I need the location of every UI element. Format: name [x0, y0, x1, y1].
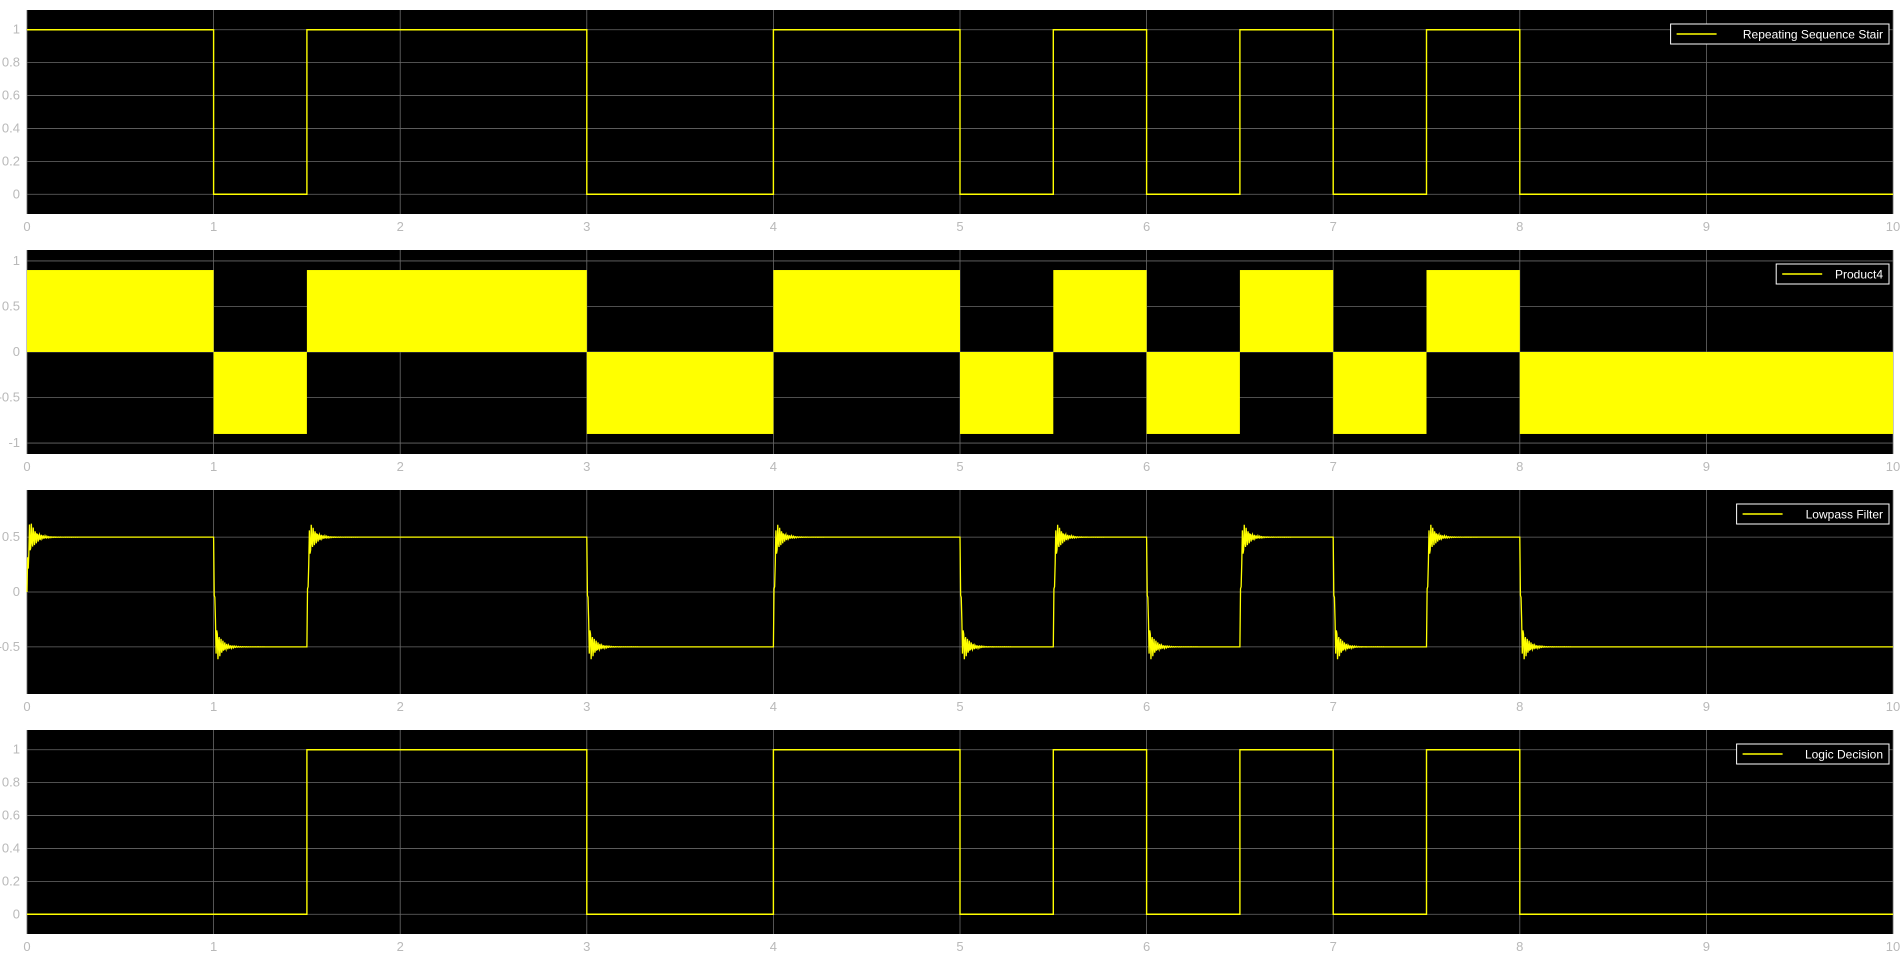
- series-band: [1333, 352, 1427, 434]
- y-tick-label: 0.4: [2, 120, 20, 135]
- series-band: [1146, 352, 1240, 434]
- series-band: [306, 270, 587, 352]
- legend-label: Logic Decision: [1805, 748, 1883, 762]
- y-tick-label: 0: [13, 906, 20, 921]
- y-tick-label: 0.8: [2, 775, 20, 790]
- x-tick-label: 8: [1516, 459, 1523, 474]
- x-tick-label: 2: [397, 459, 404, 474]
- x-tick-label: 8: [1516, 219, 1523, 234]
- x-tick-label: 7: [1330, 459, 1337, 474]
- subplot-1: 0 1 2 3 4 5 6 7 8 9 10 0 0.2 0.4 0.6 0.8 1 Repeating Sequ…: [2, 10, 1900, 234]
- series-line: [27, 29, 1893, 195]
- series-band: [213, 352, 307, 434]
- y-tick-label: 0.4: [2, 840, 20, 855]
- x-tick-label: 0: [23, 699, 30, 714]
- subplot-2: 0 1 2 3 4 5 6 7 8 9 10 -1 -0.5 0 0.5 1 Product4: [0, 250, 1900, 474]
- x-tick-label: 10: [1886, 459, 1900, 474]
- x-tick-label: 1: [210, 219, 217, 234]
- y-tick-label: 0: [13, 186, 20, 201]
- x-tick-label: 2: [397, 219, 404, 234]
- y-tick-label: 0: [13, 344, 20, 359]
- x-tick-label: 10: [1886, 699, 1900, 714]
- legend: Lowpass Filter: [1736, 503, 1890, 525]
- x-tick-label: 5: [956, 219, 963, 234]
- y-tick-label: 0.6: [2, 88, 20, 103]
- legend: Repeating Sequence Stair: [1670, 23, 1890, 45]
- x-tick-label: 0: [23, 219, 30, 234]
- y-tick-label: -1: [8, 435, 20, 450]
- y-tick-label: 1: [13, 253, 20, 268]
- x-tick-label: 5: [956, 939, 963, 954]
- x-tick-label: 9: [1703, 939, 1710, 954]
- legend-label: Product4: [1835, 268, 1883, 282]
- y-tick-label: 0.6: [2, 808, 20, 823]
- x-tick-label: 8: [1516, 699, 1523, 714]
- series-band: [960, 352, 1054, 434]
- x-tick-label: 4: [770, 939, 777, 954]
- y-tick-label: 0.5: [2, 298, 20, 313]
- y-tick-label: 0.8: [2, 55, 20, 70]
- x-tick-label: 1: [210, 939, 217, 954]
- series-band: [1239, 270, 1334, 352]
- x-tick-label: 7: [1330, 939, 1337, 954]
- x-tick-label: 9: [1703, 699, 1710, 714]
- legend: Logic Decision: [1736, 743, 1890, 765]
- x-tick-label: 3: [583, 939, 590, 954]
- x-tick-label: 6: [1143, 459, 1150, 474]
- x-tick-label: 4: [770, 219, 777, 234]
- x-tick-label: 1: [210, 699, 217, 714]
- x-tick-label: 4: [770, 699, 777, 714]
- x-tick-label: 6: [1143, 699, 1150, 714]
- subplot-4: 0 1 2 3 4 5 6 7 8 9 10 0 0.2 0.4 0.6 0.8 1 Logic Decision: [2, 730, 1900, 954]
- y-tick-label: 1: [13, 22, 20, 37]
- x-tick-label: 5: [956, 459, 963, 474]
- x-tick-label: 8: [1516, 939, 1523, 954]
- x-tick-label: 9: [1703, 459, 1710, 474]
- y-tick-label: 0.2: [2, 153, 20, 168]
- series-band: [1053, 270, 1147, 352]
- x-tick-label: 4: [770, 459, 777, 474]
- legend: Product4: [1775, 263, 1890, 285]
- series-line: [26, 523, 1893, 660]
- legend-box: [1775, 263, 1890, 285]
- series-band: [1426, 270, 1520, 352]
- x-tick-label: 10: [1886, 219, 1900, 234]
- y-tick-label: 1: [13, 742, 20, 757]
- x-tick-label: 2: [397, 939, 404, 954]
- x-tick-label: 3: [583, 459, 590, 474]
- x-tick-label: 3: [583, 219, 590, 234]
- legend-box: [1736, 743, 1890, 765]
- x-tick-label: 0: [23, 939, 30, 954]
- series-band: [27, 270, 214, 352]
- x-tick-label: 6: [1143, 939, 1150, 954]
- y-tick-label: -0.5: [0, 639, 20, 654]
- series-band: [586, 352, 774, 434]
- y-tick-label: 0: [13, 584, 20, 599]
- x-tick-label: 9: [1703, 219, 1710, 234]
- x-tick-label: 7: [1330, 699, 1337, 714]
- x-tick-label: 1: [210, 459, 217, 474]
- y-tick-label: 0.5: [2, 529, 20, 544]
- subplot-3: 0 1 2 3 4 5 6 7 8 9 10 -0.5 0 0.5 Lowpass Filter: [0, 490, 1900, 714]
- x-tick-label: 5: [956, 699, 963, 714]
- x-tick-label: 0: [23, 459, 30, 474]
- x-tick-label: 2: [397, 699, 404, 714]
- x-tick-label: 7: [1330, 219, 1337, 234]
- legend-box: [1670, 23, 1890, 45]
- x-tick-label: 10: [1886, 939, 1900, 954]
- series-band: [773, 270, 960, 352]
- legend-label: Repeating Sequence Stair: [1743, 28, 1883, 42]
- x-tick-label: 6: [1143, 219, 1150, 234]
- legend-label: Lowpass Filter: [1806, 508, 1883, 522]
- series-line: [27, 749, 1893, 915]
- y-tick-label: -0.5: [0, 390, 20, 405]
- y-tick-label: 0.2: [2, 873, 20, 888]
- series-band: [1519, 352, 1893, 434]
- x-tick-label: 3: [583, 699, 590, 714]
- legend-box: [1736, 503, 1890, 525]
